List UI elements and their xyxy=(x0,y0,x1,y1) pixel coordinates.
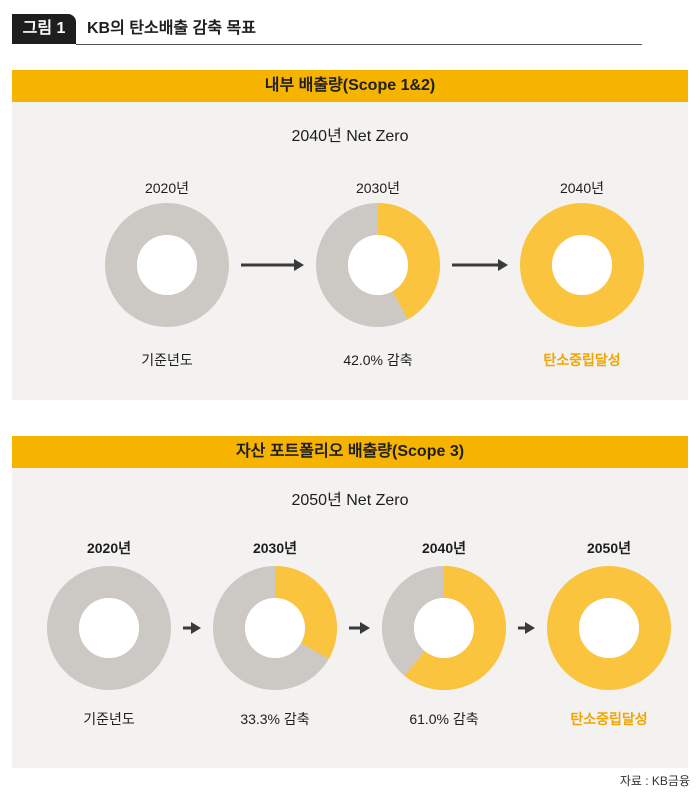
donut-chart xyxy=(316,203,440,327)
donut-hole xyxy=(245,598,305,658)
donut-caption: 탄소중립달성 xyxy=(543,352,621,368)
figure-title: KB의 탄소배출 감축 목표 xyxy=(87,20,256,37)
arrow-right-icon xyxy=(241,259,304,271)
reduced-slice xyxy=(520,203,644,327)
donut-chart xyxy=(213,566,338,690)
panel-subtitle: 2050년 Net Zero xyxy=(291,492,409,509)
arrow-right-icon xyxy=(349,622,370,634)
year-label: 2020년 xyxy=(86,540,132,556)
reduced-slice xyxy=(378,203,440,320)
reduced-slice xyxy=(547,566,671,690)
donut-chart xyxy=(47,566,171,690)
donut-hole xyxy=(414,598,474,658)
panel-scope3: 자산 포트폴리오 배출량(Scope 3) 2050년 Net Zero 202… xyxy=(12,436,688,768)
year-label: 2030년 xyxy=(355,180,401,196)
donut-caption: 기준년도 xyxy=(141,352,193,368)
reduced-slice xyxy=(275,566,338,659)
donut-caption: 기준년도 xyxy=(83,711,135,727)
donut-caption: 42.0% 감축 xyxy=(343,352,413,368)
year-label: 2040년 xyxy=(559,180,605,196)
donut-hole xyxy=(137,235,197,295)
panel-title: 자산 포트폴리오 배출량(Scope 3) xyxy=(12,436,688,468)
donut-hole xyxy=(579,598,639,658)
arrow-right-icon xyxy=(183,622,201,634)
figure-badge: 그림 1 xyxy=(12,14,76,44)
year-label: 2020년 xyxy=(144,180,190,196)
donut-hole xyxy=(552,235,612,295)
source-note: 자료 : KB금융 xyxy=(619,774,690,788)
figure-header: 그림 1 KB의 탄소배출 감축 목표 xyxy=(12,14,642,46)
donut-hole xyxy=(348,235,408,295)
arrow-right-icon xyxy=(452,259,508,271)
year-label: 2040년 xyxy=(421,540,467,556)
donut-chart xyxy=(520,203,644,327)
panel-subtitle: 2040년 Net Zero xyxy=(291,128,409,145)
reduced-slice xyxy=(404,566,506,690)
header-divider xyxy=(76,44,642,45)
donut-chart xyxy=(547,566,671,690)
donut-caption: 33.3% 감축 xyxy=(240,711,310,727)
donut-hole xyxy=(79,598,139,658)
panel-title: 내부 배출량(Scope 1&2) xyxy=(12,70,688,102)
donut-chart xyxy=(382,566,506,690)
remaining-slice xyxy=(47,566,171,690)
year-label: 2050년 xyxy=(586,540,632,556)
donut-caption: 탄소중립달성 xyxy=(570,711,648,727)
donut-caption: 61.0% 감축 xyxy=(409,711,479,727)
year-label: 2030년 xyxy=(252,540,298,556)
donut-chart xyxy=(105,203,229,327)
remaining-slice xyxy=(105,203,229,327)
arrow-right-icon xyxy=(518,622,535,634)
